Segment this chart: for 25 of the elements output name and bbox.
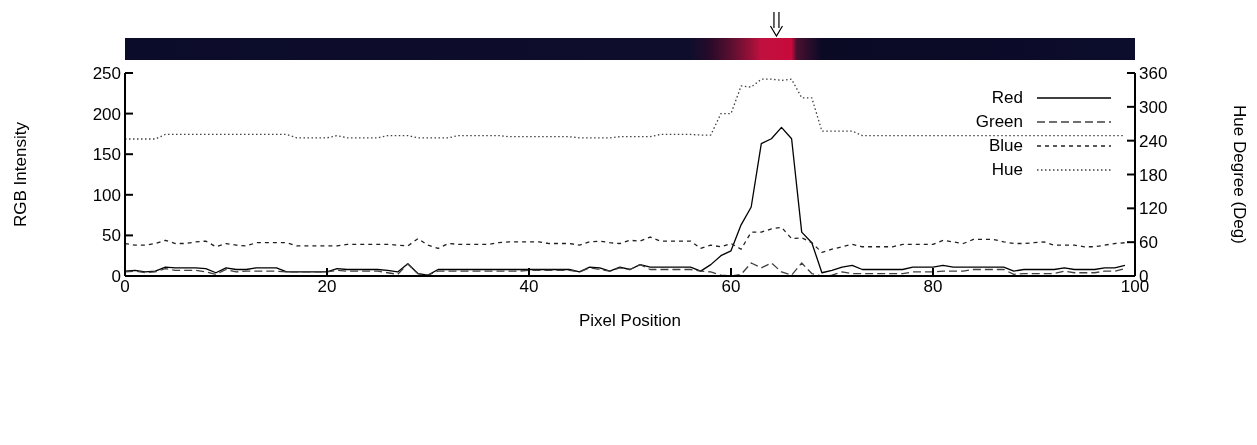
- y-tick-label: 50: [102, 226, 121, 246]
- y-tick-label: 250: [92, 64, 121, 84]
- legend-label: Green: [975, 112, 1023, 132]
- x-tick-label: 40: [519, 277, 539, 297]
- x-tick-label: 20: [317, 277, 337, 297]
- y-tick-label: 100: [92, 185, 121, 205]
- y-tick-label: 200: [92, 104, 121, 124]
- x-tick-label: 80: [923, 277, 943, 297]
- y-axis-title: RGB Intensity: [11, 121, 31, 227]
- legend-label: Red: [991, 88, 1023, 108]
- y2-axis-title: Hue Degree (Deg): [1229, 105, 1249, 244]
- legend-label: Hue: [991, 160, 1023, 180]
- x-axis-title: Pixel Position: [578, 311, 682, 330]
- y2-tick-label: 240: [1139, 131, 1168, 151]
- x-tick-label: 60: [721, 277, 741, 297]
- line-series: [125, 78, 1126, 140]
- y-tick-label: 150: [92, 145, 121, 165]
- line-series: [125, 226, 1126, 254]
- y2-tick-label: 120: [1139, 199, 1168, 219]
- legend-label: Blue: [988, 136, 1023, 156]
- y2-tick-label: 60: [1139, 233, 1158, 253]
- y2-tick-label: 300: [1139, 97, 1168, 117]
- line-series: [125, 262, 1126, 276]
- y2-tick-label: 180: [1139, 165, 1168, 185]
- y2-tick-label: 360: [1139, 64, 1168, 84]
